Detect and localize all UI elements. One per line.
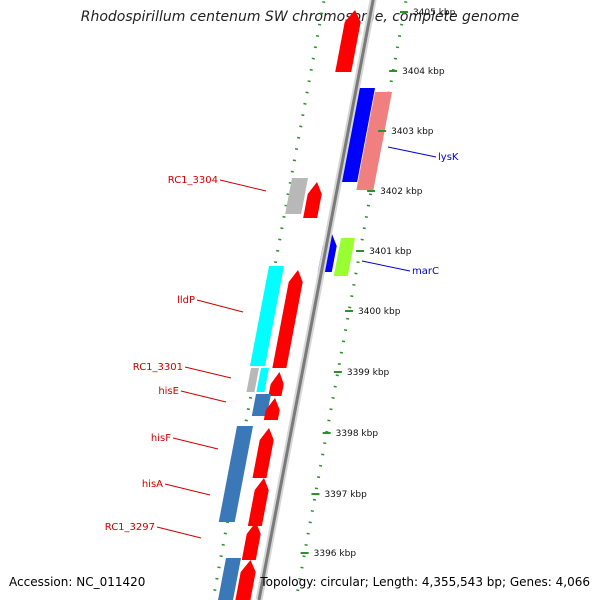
gene-label-right: marC — [412, 266, 439, 277]
gene-block-lime — [333, 238, 355, 276]
scale-tick-label: 3400 kbp — [358, 307, 401, 317]
label-connector — [180, 390, 227, 403]
gene-block-3301-cyan — [256, 368, 269, 392]
gene-block-grey — [285, 178, 308, 214]
gene-label-left: hisE — [158, 386, 179, 397]
label-connector — [172, 437, 219, 450]
gene-label-left: RC1_3301 — [133, 362, 183, 373]
gene-label-left: lldP — [177, 295, 195, 306]
topology-label: Topology: circular; Length: 4,355,543 bp… — [260, 575, 590, 589]
scale-tick-label: 3399 kbp — [347, 368, 390, 378]
gene-block-red-hise — [263, 398, 280, 420]
gene-label-right: lysK — [438, 152, 459, 163]
gene-block-top-red — [335, 10, 361, 72]
chromosome-backbone — [255, 0, 377, 600]
label-connector — [387, 146, 437, 158]
label-connector — [361, 260, 411, 272]
gene-features — [218, 10, 392, 600]
scale-tick-label: 3402 kbp — [380, 187, 423, 197]
gene-block-red-3301 — [268, 372, 284, 396]
gene-label-left: RC1_3297 — [105, 522, 155, 533]
gene-block-bottom-red — [235, 560, 256, 600]
gene-block-lldp-red — [272, 270, 303, 368]
gene-block-lyk-pink — [356, 92, 392, 190]
scale-tick-label: 3404 kbp — [402, 67, 445, 77]
gene-block-bottom-steel — [218, 558, 241, 600]
accession-label: Accession: NC_011420 — [9, 575, 146, 589]
gene-block-blue — [339, 88, 375, 182]
map-title: Rhodospirillum centenum SW chromosome, c… — [80, 9, 520, 25]
gene-block-hisf-steel — [218, 426, 253, 522]
gene-block-red-hisa — [247, 478, 269, 526]
gene-block-red-3304 — [303, 182, 322, 218]
label-connector — [164, 483, 211, 496]
gene-label-left: RC1_3304 — [168, 175, 218, 186]
label-connector — [196, 299, 244, 313]
gene-label-left: hisA — [142, 479, 163, 490]
scale-tick-label: 3397 kbp — [324, 490, 367, 500]
scale-tick-label: 3398 kbp — [336, 429, 379, 439]
label-connector — [219, 179, 267, 192]
gene-label-left: hisF — [151, 433, 171, 444]
gene-block-lldp-cyan — [250, 266, 284, 366]
scale-tick-label: 3405 kbp — [413, 8, 456, 18]
label-connector — [184, 366, 232, 379]
scale-ticks: 3405 kbp 3404 kbp 3403 kbp 3402 kbp 3401 kbp… — [300, 8, 456, 559]
gene-block-3301-grey — [246, 368, 259, 392]
scale-tick-label: 3396 kbp — [314, 549, 357, 559]
gene-block-red-3297 — [241, 522, 261, 560]
scale-tick-label: 3403 kbp — [391, 127, 434, 137]
gene-block-red-hisf — [252, 428, 274, 478]
scale-tick-label: 3401 kbp — [369, 247, 412, 257]
gene-labels: RC1_3304 lldP RC1_3301 hisE hisF hisA RC1_3297… — [105, 146, 459, 539]
label-connector — [156, 526, 202, 539]
